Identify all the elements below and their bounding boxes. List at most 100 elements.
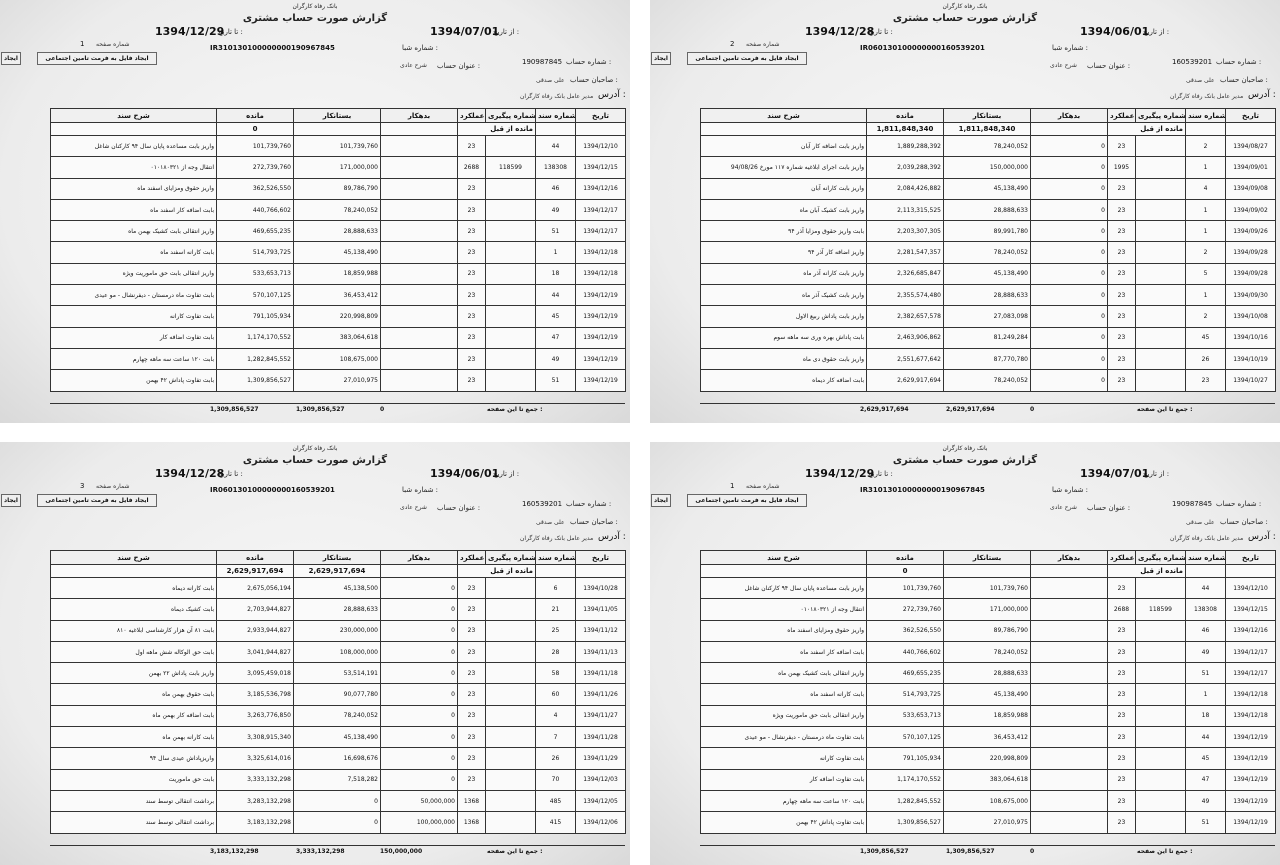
address-label: آدرس : — [598, 532, 626, 542]
table-row: بابت تفاوت اضافه کار 1,174,170,552 383,064… — [50, 326, 626, 349]
date-cell: 1394/12/19 — [575, 284, 626, 307]
balance-cell: 514,793,725 — [216, 241, 294, 264]
description-cell: بابت اضافه کار دیماه — [700, 369, 867, 392]
balance-cell: 3,333,132,298 — [216, 768, 294, 791]
date-cell: 1394/12/03 — [575, 768, 626, 791]
table-row: بابت ۱۲۰ ساعت سه ماهه چهارم 1,282,845,552… — [700, 789, 1276, 813]
balance-cell: 272,739,760 — [216, 156, 294, 179]
debit-cell — [380, 177, 458, 200]
trace-no-cell — [1135, 704, 1186, 728]
balance-cell: 3,041,944,827 — [216, 640, 294, 664]
create-button[interactable]: ایجاد — [1, 52, 21, 65]
account-number-label: شماره حساب : — [566, 58, 612, 66]
date-cell: 1394/09/28 — [1225, 262, 1276, 286]
header-debit: بدهکار — [1030, 108, 1108, 123]
doc-no-cell: 47 — [535, 326, 576, 349]
branch-code-cell: 1995 — [1107, 156, 1136, 179]
footer-divider — [50, 403, 625, 404]
create-social-security-file-button[interactable]: ایجاد فایل به فرمت تامین اجتماعی — [37, 52, 157, 65]
balance-cell: 3,263,776,850 — [216, 704, 294, 728]
header-doc-no: شماره سند — [1185, 550, 1226, 565]
trace-no-cell — [485, 662, 536, 685]
header-date: تاریخ — [575, 550, 626, 565]
to-date-value: 1394/12/29 — [155, 25, 225, 38]
balance-cell: 469,655,235 — [216, 220, 294, 243]
debit-cell: 0 — [380, 576, 458, 600]
create-social-security-file-button[interactable]: ایجاد فایل به فرمت تامین اجتماعی — [687, 52, 807, 65]
date-cell: 1394/12/05 — [575, 789, 626, 813]
create-button[interactable]: ایجاد — [651, 52, 671, 65]
date-cell: 1394/12/19 — [1225, 789, 1276, 813]
create-social-security-file-button[interactable]: ایجاد فایل به فرمت تامین اجتماعی — [37, 494, 157, 507]
account-owners-label: صاحبان حساب : — [1220, 76, 1268, 84]
header-description: شرح سند — [700, 550, 867, 565]
create-button[interactable]: ایجاد — [1, 494, 21, 507]
debit-cell — [380, 284, 458, 307]
table-row: واریز بابت کشیک آبان ماه 2,113,315,525 28,… — [700, 198, 1276, 222]
balance-cell: 440,766,602 — [216, 198, 294, 222]
iban-value: IR310130100000000190967845 — [210, 44, 335, 52]
credit-cell: 383,064,618 — [293, 326, 381, 349]
credit-cell: 101,739,760 — [943, 576, 1031, 600]
credit-cell: 27,083,098 — [943, 305, 1031, 328]
trace-no-cell — [1135, 619, 1186, 642]
table-row: بابت کارانه اسفند ماه 514,793,725 45,138,4… — [50, 241, 626, 264]
balance-cell: 2,355,574,480 — [866, 284, 944, 307]
sheba-label: شماره شبا : — [402, 486, 439, 494]
address-value: مدیر عامل بانک رفاه کارگران — [1170, 93, 1244, 100]
credit-cell: 7,518,282 — [293, 768, 381, 791]
create-button[interactable]: ایجاد — [651, 494, 671, 507]
footer-divider — [700, 845, 1275, 846]
date-cell: 1394/12/10 — [1225, 576, 1276, 600]
trace-no-cell — [485, 789, 536, 813]
header-date: تاریخ — [1225, 108, 1276, 123]
header-description: شرح سند — [50, 550, 217, 565]
branch-code-cell: 23 — [457, 640, 486, 664]
description-cell: واریز انتقالی بابت حق ماموریت ویژه — [700, 704, 867, 728]
balance-cell: 2,326,685,847 — [866, 262, 944, 286]
balance-cell: 101,739,760 — [216, 134, 294, 158]
account-number-label: شماره حساب : — [566, 500, 612, 508]
debit-cell — [380, 198, 458, 222]
branch-code-cell: 23 — [1107, 662, 1136, 685]
transactions-table: شرح سندماندهبستانکاربدهکارشعبه عملکردشما… — [700, 108, 1276, 392]
branch-code-cell: 23 — [1107, 369, 1136, 392]
trace-no-cell — [485, 576, 536, 600]
credit-cell: 45,138,490 — [293, 726, 381, 749]
description-cell: واریز بابت حقوق دی ماه — [700, 347, 867, 371]
table-row: بابت اضافه کار اسفند ماه 440,766,602 78,24… — [50, 198, 626, 222]
create-social-security-file-button[interactable]: ایجاد فایل به فرمت تامین اجتماعی — [687, 494, 807, 507]
description-cell: واریز انتقالی بابت کشیک بهمن ماه — [700, 662, 867, 685]
debit-cell — [1030, 683, 1108, 706]
debit-cell — [1030, 598, 1108, 621]
description-cell: واریز بابت پاداش ربیع الاول — [700, 305, 867, 328]
balance-cell: 533,653,713 — [216, 262, 294, 286]
date-cell: 1394/12/17 — [575, 220, 626, 243]
bank-name: بانک رفاه کارگران — [292, 445, 338, 452]
balance-cell: 362,526,550 — [866, 619, 944, 642]
description-cell: واریز بابت مساعده پایان سال ۹۴ کارکنان ش… — [700, 576, 867, 600]
credit-cell: 78,240,052 — [943, 369, 1031, 392]
debit-cell — [380, 305, 458, 328]
description-cell: بابت تفاوت کارانه — [700, 747, 867, 770]
doc-no-cell: 2 — [1185, 241, 1226, 264]
account-number-value: 160539201 — [1172, 58, 1213, 66]
credit-cell: 45,138,490 — [293, 241, 381, 264]
date-cell: 1394/12/16 — [1225, 619, 1276, 642]
table-row: بابت کارانه دیماه 2,675,056,194 45,138,500… — [50, 576, 626, 600]
header-trace-no: شماره پیگیری — [1135, 108, 1186, 123]
debit-cell — [380, 241, 458, 264]
credit-cell: 36,453,412 — [293, 284, 381, 307]
transactions-table: شرح سندماندهبستانکاربدهکارشعبه عملکردشما… — [50, 108, 626, 392]
date-cell: 1394/09/30 — [1225, 284, 1276, 307]
balance-cell: 2,281,547,357 — [866, 241, 944, 264]
page-total-credit: 3,333,132,298 — [296, 848, 345, 855]
header-credit: بستانکار — [943, 550, 1031, 565]
description-cell: بابت تفاوت اضافه کار — [50, 326, 217, 349]
trace-no-cell — [1135, 662, 1186, 685]
trace-no-cell — [485, 811, 536, 834]
account-owner-name: علی صدقی — [536, 77, 565, 84]
table-row: بابت کشیک دیماه 2,703,944,827 28,888,633 0 2… — [50, 598, 626, 621]
branch-code-cell: 23 — [457, 262, 486, 286]
trace-no-cell — [485, 220, 536, 243]
